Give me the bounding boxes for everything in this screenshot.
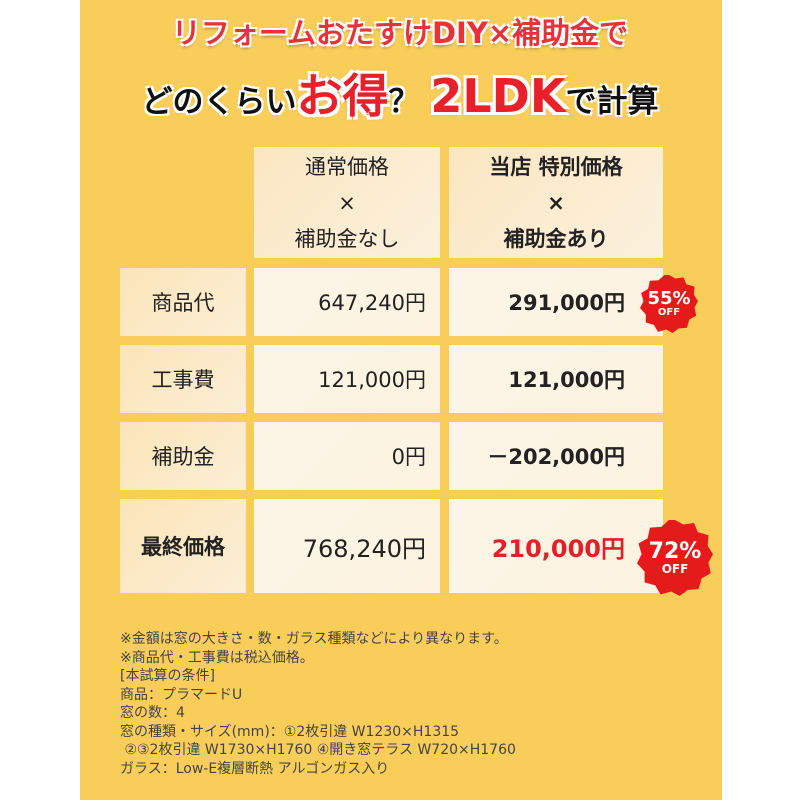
note-line: ※商品代・工事費は税込価格。: [120, 649, 314, 666]
header-line: ×: [547, 190, 565, 215]
badge-off: OFF: [661, 562, 689, 576]
headline-text: ？: [388, 84, 420, 120]
headline-line2: どのくらいお得？ 2LDKで計算: [0, 60, 800, 126]
special-price: 291,000円: [449, 268, 663, 336]
header-special: 当店 特別価格 × 補助金あり: [449, 147, 663, 258]
header-normal: 通常価格 × 補助金なし: [254, 147, 440, 258]
note-line: ※金額は窓の大きさ・数・ガラス種類などにより異なります。: [120, 631, 508, 647]
special-price: －202,000円: [449, 422, 663, 490]
badge-off: OFF: [657, 307, 681, 318]
badge-percent: 55%: [647, 288, 691, 309]
headline-emphasis: 2LDK: [430, 69, 566, 123]
header-line: ×: [338, 190, 356, 215]
row-label: 工事費: [120, 345, 246, 413]
special-price: 210,000円: [449, 499, 663, 593]
row-label: 最終価格: [120, 499, 246, 593]
note-line: 窓の種類・サイズ(mm)：①2枚引違 W1230×H1315: [120, 723, 460, 740]
normal-price: 0円: [254, 422, 440, 490]
headline-line1: リフォームおたすけDIY×補助金で: [171, 16, 629, 50]
normal-price: 647,240円: [254, 268, 440, 336]
special-price: 121,000円: [449, 345, 663, 413]
header-line: 補助金あり: [503, 226, 609, 251]
headline-emphasis: お得: [296, 69, 389, 123]
note-line: ②③2枚引違 W1730×H1760 ④開き窓テラス W720×H1760: [120, 742, 516, 758]
note-line: 窓の数：4: [120, 705, 185, 721]
row-label: 商品代: [120, 268, 246, 336]
normal-price: 768,240円: [254, 499, 440, 593]
normal-price: 121,000円: [254, 345, 440, 413]
row-label: 補助金: [120, 422, 246, 490]
headline-text: どのくらい: [141, 84, 297, 120]
headline-text: で計算: [565, 84, 659, 120]
note-line: ガラス：Low-E複層断熱 アルゴンガス入り: [120, 760, 390, 777]
note-line: 商品：プラマードU: [120, 686, 243, 703]
note-line: [本試算の条件]: [120, 668, 215, 684]
badge-percent: 72%: [648, 539, 702, 564]
header-line: 補助金なし: [294, 226, 400, 251]
header-line: 通常価格: [305, 154, 389, 179]
header-line: 当店 特別価格: [489, 154, 623, 179]
notes: ※金額は窓の大きさ・数・ガラス種類などにより異なります。 ※商品代・工事費は税込価…: [120, 630, 516, 778]
